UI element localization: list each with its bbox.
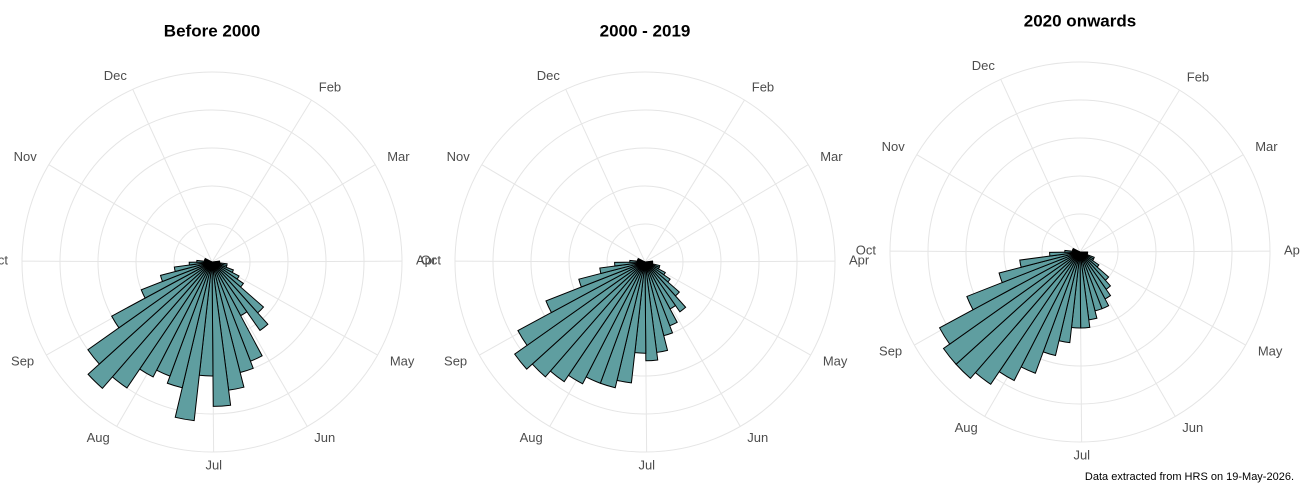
x-tick-label: Aug (955, 420, 978, 435)
grid-spoke (565, 89, 646, 263)
bar (87, 261, 213, 365)
x-tick-label: May (390, 353, 415, 368)
x-tick-label: Jul (205, 457, 222, 472)
grid-circle (492, 109, 798, 415)
x-tick-label: Sep (879, 343, 902, 358)
bar (111, 261, 213, 329)
grid-circle (59, 109, 365, 415)
grid-spoke (1079, 251, 1246, 346)
grid-spoke (1079, 250, 1271, 253)
bar (637, 257, 646, 263)
bar (204, 257, 213, 263)
grid-spoke (21, 260, 213, 263)
bar (966, 251, 1081, 311)
grid-spoke (481, 164, 646, 263)
x-tick-label: Dec (104, 68, 128, 83)
bar (614, 261, 646, 267)
chart-title: 2020 onwards (1024, 11, 1136, 30)
x-tick-label: Dec (537, 68, 561, 83)
x-tick-label: Jul (1073, 447, 1090, 462)
grid-spoke (644, 164, 809, 263)
bar (159, 261, 213, 283)
x-tick-label: May (1258, 343, 1283, 358)
bar (87, 261, 213, 390)
x-tick-label: Sep (444, 353, 467, 368)
bar (644, 261, 687, 313)
grid-spoke (644, 261, 811, 356)
x-tick-label: Sep (11, 353, 34, 368)
x-tick-label: Jul (638, 457, 655, 472)
x-tick-label: Aug (520, 430, 543, 445)
x-tick-label: Oct (421, 253, 442, 268)
grid-spoke (1079, 154, 1244, 253)
x-tick-label: Oct (0, 253, 8, 268)
x-tick-label: Feb (752, 80, 774, 95)
x-tick-label: Apr (416, 253, 437, 268)
bar (942, 251, 1081, 365)
grid-spoke (132, 89, 213, 263)
bar (517, 261, 646, 347)
bar (140, 261, 213, 299)
bar (644, 261, 659, 362)
x-tick-label: Feb (319, 80, 341, 95)
x-tick-label: Apr (849, 253, 870, 268)
grid-circle (927, 99, 1233, 405)
x-tick-label: Feb (1187, 70, 1209, 85)
grid-spoke (1000, 79, 1081, 253)
bar (578, 261, 646, 288)
x-tick-label: May (823, 353, 848, 368)
bar (1072, 247, 1081, 253)
grid-spoke (1079, 89, 1180, 253)
bar (211, 261, 269, 332)
grid-spoke (916, 154, 1081, 253)
bar (938, 251, 1081, 345)
x-tick-label: Oct (856, 243, 877, 258)
x-tick-label: Mar (820, 149, 843, 164)
x-tick-label: Dec (972, 58, 996, 73)
x-tick-label: Nov (882, 139, 906, 154)
x-tick-label: Nov (447, 149, 471, 164)
x-tick-label: Mar (387, 149, 410, 164)
grid-circle (889, 61, 1271, 443)
bar (188, 261, 213, 266)
grid-spoke (211, 164, 376, 263)
bar (1049, 251, 1081, 257)
grid-spoke (644, 99, 745, 263)
bar (599, 261, 646, 275)
bar (545, 261, 646, 314)
x-tick-label: Jun (1182, 420, 1203, 435)
bar (173, 261, 213, 273)
bar (998, 251, 1081, 284)
grid-spoke (889, 250, 1081, 253)
grid-spoke (454, 260, 646, 263)
grid-circle (454, 71, 836, 453)
x-tick-label: Jun (314, 430, 335, 445)
chart-title: Before 2000 (164, 21, 260, 40)
grid-spoke (211, 99, 312, 263)
x-tick-label: Aug (87, 430, 110, 445)
grid-spoke (644, 260, 836, 263)
x-tick-label: Apr (1284, 243, 1300, 258)
bar (1019, 251, 1081, 268)
caption: Data extracted from HRS on 19-May-2026. (1085, 471, 1294, 483)
chart-title: 2000 - 2019 (600, 21, 691, 40)
grid-circle (21, 71, 403, 453)
x-tick-label: Jun (747, 430, 768, 445)
bar (211, 261, 232, 407)
x-tick-label: Nov (14, 149, 38, 164)
grid-spoke (48, 164, 213, 263)
x-tick-label: Mar (1255, 139, 1278, 154)
grid-spoke (211, 261, 378, 356)
grid-spoke (211, 260, 403, 263)
bar (513, 261, 646, 370)
